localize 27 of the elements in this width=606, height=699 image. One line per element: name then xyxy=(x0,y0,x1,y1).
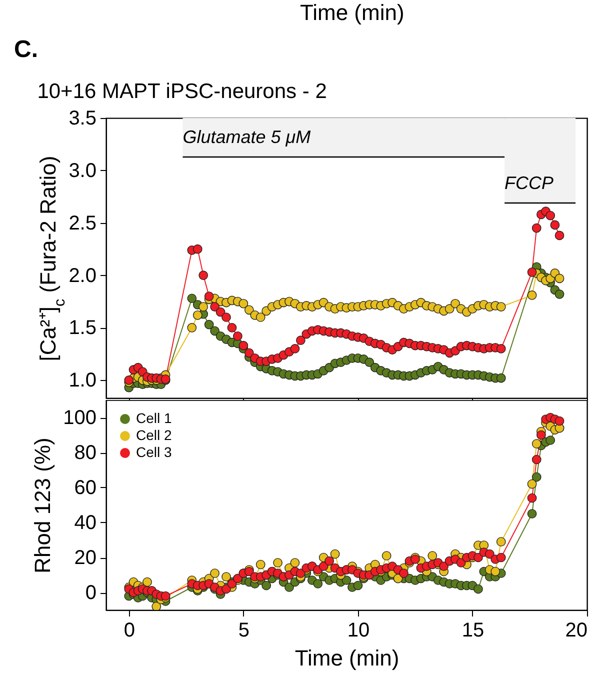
x-tick-label: 15 xyxy=(462,620,484,642)
y-tick-label: 60 xyxy=(74,477,96,499)
x-tick-label: 0 xyxy=(124,620,135,642)
x-tick-label: 5 xyxy=(238,620,250,642)
x-tick-label: 20 xyxy=(565,620,588,642)
y-tick-label: 0 xyxy=(85,582,96,604)
y-tick-label: 3.0 xyxy=(68,160,96,182)
y-tick-label: 40 xyxy=(74,512,96,534)
x-axis-title: Time (min) xyxy=(294,646,400,670)
y-tick-label: 3.5 xyxy=(68,108,96,130)
legend-label: Cell 3 xyxy=(136,444,172,460)
band-label: Glutamate 5 μM xyxy=(182,127,311,147)
chart-title: 10+16 MAPT iPSC-neurons - 2 xyxy=(37,80,327,103)
y-tick-label: 80 xyxy=(74,442,96,464)
y-tick-label: 1.0 xyxy=(68,370,96,392)
legend-label: Cell 1 xyxy=(136,410,172,426)
y-tick-label: 20 xyxy=(74,547,96,569)
y-axis-title: Rhod 123 (%) xyxy=(30,438,56,574)
y-tick-label: 1.5 xyxy=(68,317,96,340)
y-tick-label: 2.5 xyxy=(68,212,96,234)
x-tick-label: 10 xyxy=(347,620,370,642)
legend-label: Cell 2 xyxy=(136,427,172,443)
y-tick-label: 2.0 xyxy=(68,264,96,287)
text: Time (min) xyxy=(300,0,404,26)
band-label: FCCP xyxy=(504,173,554,193)
y-tick-label: 100 xyxy=(63,407,96,429)
text: C. xyxy=(14,36,38,64)
